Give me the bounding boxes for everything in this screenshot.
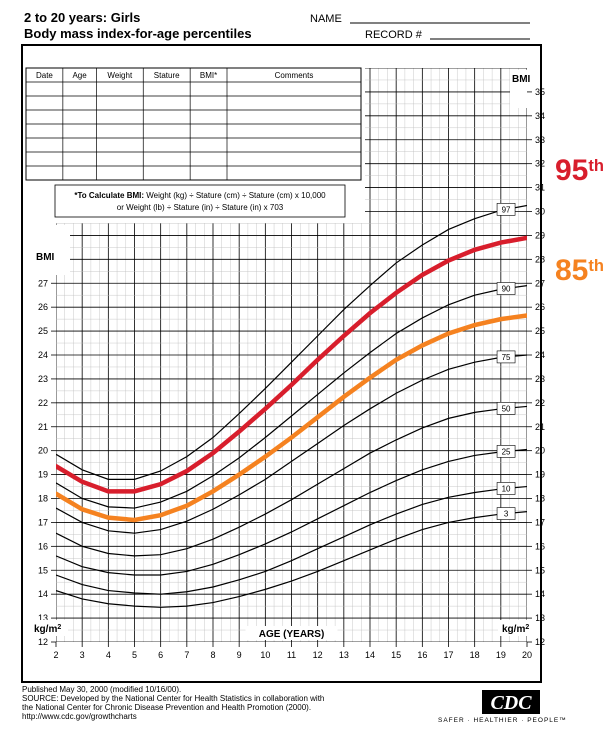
pct-label-p50: 50 xyxy=(502,404,511,413)
pct-label-p75: 75 xyxy=(502,353,511,362)
y-tick-left: 14 xyxy=(38,589,48,599)
chart-title-line2: Body mass index-for-age percentiles xyxy=(24,26,252,41)
table-col-header: Weight xyxy=(107,71,133,80)
y-tick-left: 27 xyxy=(38,278,48,288)
y-tick-right: 19 xyxy=(535,470,545,480)
y-tick-left: 22 xyxy=(38,398,48,408)
y-tick-right: 20 xyxy=(535,446,545,456)
y-tick-right: 26 xyxy=(535,302,545,312)
y-tick-right: 28 xyxy=(535,254,545,264)
x-tick: 8 xyxy=(210,650,215,660)
pct-label-p3: 3 xyxy=(504,510,509,519)
y-tick-left: 15 xyxy=(38,565,48,575)
y-tick-left: 12 xyxy=(38,637,48,647)
y-tick-left: 26 xyxy=(38,302,48,312)
y-tick-right: 17 xyxy=(535,517,545,527)
record-label: RECORD # xyxy=(365,29,423,41)
y-tick-right: 12 xyxy=(535,637,545,647)
x-tick: 20 xyxy=(522,650,532,660)
calc-bmi-box xyxy=(55,185,345,217)
table-col-header: Age xyxy=(72,71,87,80)
y-tick-right: 34 xyxy=(535,111,545,121)
footer-line: http://www.cdc.gov/growthcharts xyxy=(22,712,137,721)
y-tick-right: 21 xyxy=(535,422,545,432)
highlight-label-85: 85th xyxy=(555,254,604,287)
y-tick-left: 18 xyxy=(38,494,48,504)
cdc-logo-text: CDC xyxy=(490,692,532,714)
x-tick: 13 xyxy=(339,650,349,660)
y-tick-right: 23 xyxy=(535,374,545,384)
y-tick-right: 30 xyxy=(535,207,545,217)
y-tick-right: 14 xyxy=(535,589,545,599)
y-tick-left: 17 xyxy=(38,517,48,527)
y-tick-left: 21 xyxy=(38,422,48,432)
x-tick: 19 xyxy=(496,650,506,660)
y-tick-right: 31 xyxy=(535,183,545,193)
chart-title-line1: 2 to 20 years: Girls xyxy=(24,10,140,25)
y-tick-right: 29 xyxy=(535,230,545,240)
unit-label: BMI xyxy=(36,252,55,263)
x-tick: 10 xyxy=(260,650,270,660)
y-tick-left: 19 xyxy=(38,470,48,480)
x-tick: 9 xyxy=(237,650,242,660)
x-tick: 15 xyxy=(391,650,401,660)
x-tick: 4 xyxy=(106,650,111,660)
y-tick-right: 22 xyxy=(535,398,545,408)
calc-line1: *To Calculate BMI: Weight (kg) ÷ Stature… xyxy=(74,191,326,200)
y-tick-right: 18 xyxy=(535,494,545,504)
x-axis-title: AGE (YEARS) xyxy=(259,629,325,640)
table-col-header: Comments xyxy=(275,71,314,80)
y-tick-left: 20 xyxy=(38,446,48,456)
table-col-header: Stature xyxy=(154,71,180,80)
y-tick-left: 23 xyxy=(38,374,48,384)
table-col-header: BMI* xyxy=(200,71,217,80)
pct-label-p25: 25 xyxy=(502,447,511,456)
name-label: NAME xyxy=(310,13,342,25)
y-tick-right: 15 xyxy=(535,565,545,575)
x-tick: 3 xyxy=(80,650,85,660)
footer-line: SOURCE: Developed by the National Center… xyxy=(22,694,324,703)
pct-label-p90: 90 xyxy=(502,285,511,294)
y-tick-right: 27 xyxy=(535,278,545,288)
unit-label: kg/m2 xyxy=(502,624,529,636)
x-tick: 12 xyxy=(313,650,323,660)
y-tick-right: 24 xyxy=(535,350,545,360)
y-tick-left: 24 xyxy=(38,350,48,360)
table-col-header: Date xyxy=(36,71,53,80)
y-tick-right: 35 xyxy=(535,87,545,97)
cdc-tagline: SAFER · HEALTHIER · PEOPLE™ xyxy=(438,717,567,724)
x-tick: 11 xyxy=(287,650,296,660)
unit-label: kg/m2 xyxy=(34,624,61,636)
unit-label: BMI xyxy=(512,74,531,85)
pct-label-p97: 97 xyxy=(502,205,511,214)
y-tick-right: 16 xyxy=(535,541,545,551)
y-tick-right: 33 xyxy=(535,135,545,145)
x-tick: 17 xyxy=(443,650,453,660)
highlight-label-95: 95th xyxy=(555,154,604,187)
x-tick: 2 xyxy=(53,650,58,660)
y-tick-left: 16 xyxy=(38,541,48,551)
y-tick-left: 25 xyxy=(38,326,48,336)
y-tick-right: 32 xyxy=(535,159,545,169)
footer-line: the National Center for Chronic Disease … xyxy=(22,703,311,712)
x-tick: 18 xyxy=(470,650,480,660)
pct-label-p10: 10 xyxy=(502,484,511,493)
y-tick-right: 13 xyxy=(535,613,545,623)
x-tick: 14 xyxy=(365,650,375,660)
x-tick: 5 xyxy=(132,650,137,660)
footer-line: Published May 30, 2000 (modified 10/16/0… xyxy=(22,685,181,694)
y-tick-right: 25 xyxy=(535,326,545,336)
x-tick: 16 xyxy=(417,650,427,660)
x-tick: 6 xyxy=(158,650,163,660)
calc-line2: or Weight (lb) ÷ Stature (in) ÷ Stature … xyxy=(117,203,284,212)
x-tick: 7 xyxy=(184,650,189,660)
